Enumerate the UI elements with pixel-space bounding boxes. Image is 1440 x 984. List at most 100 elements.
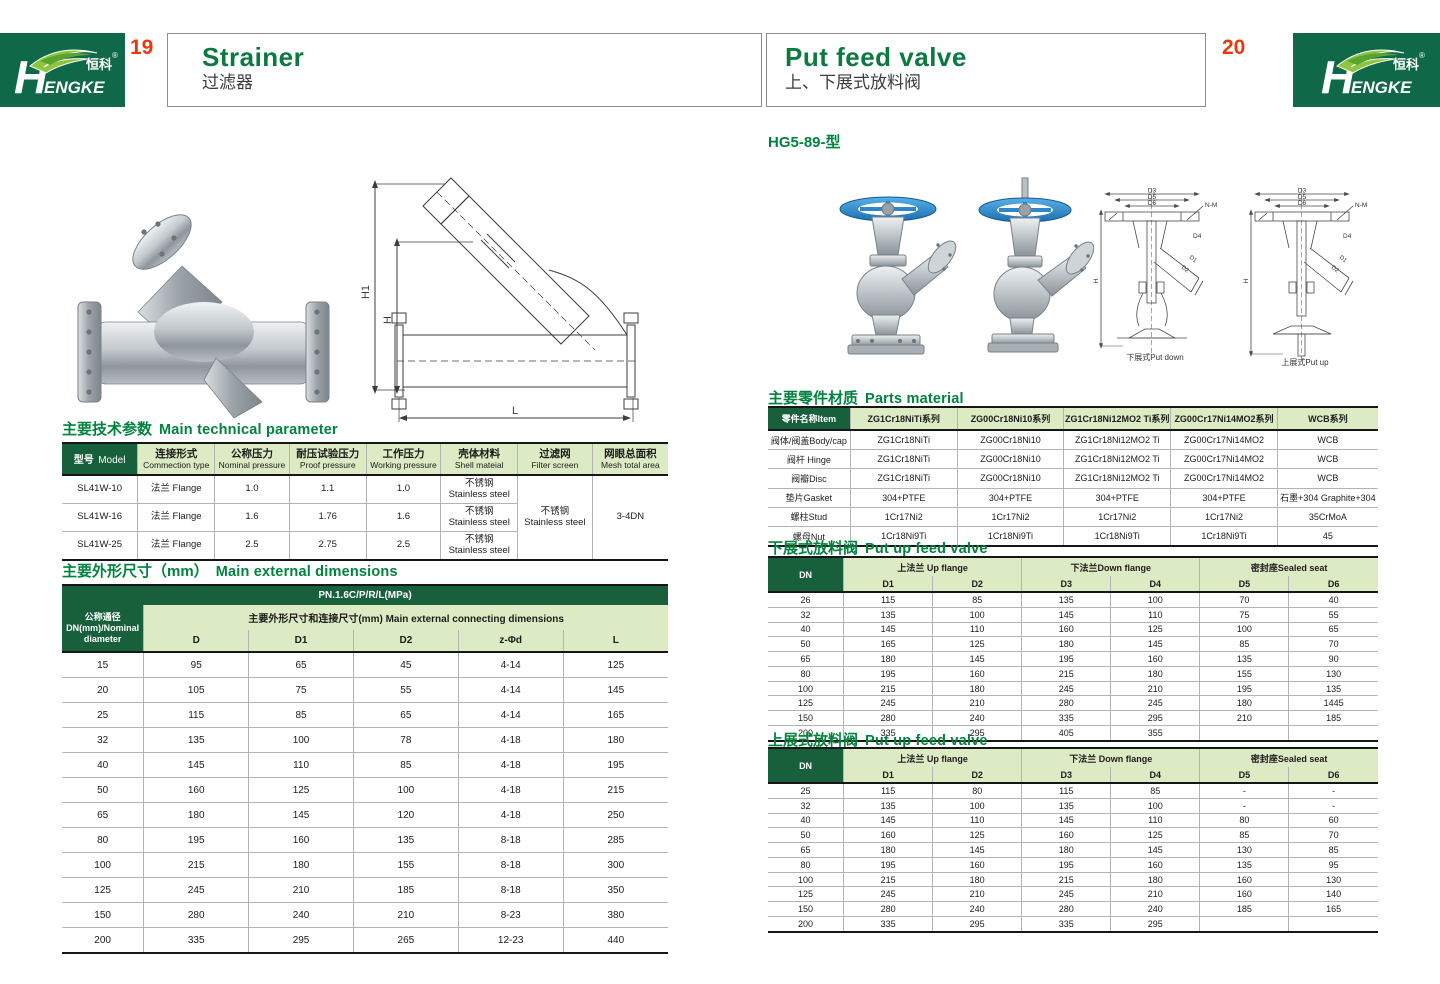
table-row: 阀体/阀盖Body/cap ZG1Cr18NiTi ZG00Cr18Ni10 ZG1C… (768, 429, 1378, 450)
table-cell: 335 (1021, 916, 1112, 932)
table-cell: 120 (352, 802, 459, 828)
table-cell: 210 (1110, 886, 1201, 902)
table-cell: 135 (1199, 651, 1290, 667)
table-cell: 1.1 (288, 474, 367, 504)
table-cell: 4-18 (457, 752, 564, 778)
table-cell: 26 (768, 591, 845, 608)
table-cell: 2.75 (288, 531, 367, 560)
table-cell: 210 (248, 877, 354, 903)
table-row: 阀瓣Disc ZG1Cr18NiTi ZG00Cr18Ni10 ZG1Cr18Ni12… (768, 468, 1378, 489)
table-cell: ZG00Cr18Ni10 (956, 468, 1065, 489)
table-cell: 135 (143, 727, 250, 753)
table-cell: 65 (768, 842, 845, 858)
table-cell: 1Cr17Ni2 (1170, 506, 1278, 527)
table-cell: 45 (1276, 525, 1378, 547)
brand-logo-right: H 恒科 ® ENGKE (1293, 33, 1440, 107)
table-cell: 160 (843, 827, 934, 843)
dim-cols-row: D D1 D2 z-Φd L (62, 630, 668, 652)
left-page-subtitle: 过滤器 (202, 73, 253, 92)
table-cell: 115 (1021, 782, 1112, 799)
parts-header-row: 零件名称Item ZG1Cr18NiTi系列 ZG00Cr18Ni10系列 ZG… (768, 407, 1378, 430)
strainer-drain-leg (203, 357, 263, 419)
table-cell: 65 (248, 651, 354, 678)
dim-group-row: 公称通径 DN(mm)/Nominal diameter 主要外形尺寸和连接尺寸… (62, 605, 668, 652)
table-cell: 350 (562, 877, 668, 903)
page-number-right: 20 (1222, 36, 1246, 59)
table-cell: 100 (768, 871, 845, 887)
down-title-en: Put up feed valve (865, 541, 988, 557)
down-cols-row: D1 D2 D3 D4 D5 D6 (768, 576, 1378, 592)
table-cell: 145 (1110, 636, 1201, 652)
table-cell: 阀杆 Hinge (768, 449, 851, 469)
table-cell: 135 (1021, 591, 1112, 608)
model-label: HG5-89-型 (768, 134, 841, 151)
valve-yoke (1009, 217, 1041, 257)
table-cell: 200 (768, 916, 845, 932)
table-cell: 100 (932, 606, 1023, 623)
table-cell: 215 (843, 871, 934, 887)
table-cell: 110 (248, 752, 354, 778)
table-cell: 195 (1021, 651, 1112, 667)
table-cell: 215 (562, 777, 668, 803)
table-cell: 185 (352, 877, 459, 903)
table-row: 40 145 110 145 110 80 60 (768, 812, 1378, 828)
dim-label-d2: D2 (1180, 265, 1190, 275)
table-cell: 80 (768, 665, 845, 682)
table-cell: 165 (1288, 901, 1378, 917)
table-cell: 50 (768, 827, 845, 843)
table-row: 50 165 125 180 145 85 70 (768, 636, 1378, 652)
table-cell: 78 (352, 727, 459, 753)
table-cell: 145 (932, 842, 1023, 858)
table-row: 80 195 160 135 8-18 285 (62, 827, 668, 853)
down-title-zh: 下展式放料阀 (768, 540, 859, 557)
table-cell: 115 (843, 782, 934, 799)
table-cell: 210 (1110, 680, 1201, 696)
table-row: 100 215 180 215 180 160 130 (768, 871, 1378, 887)
table-row: 200 335 295 335 295 (768, 916, 1378, 932)
table-cell: 245 (1021, 680, 1112, 696)
dim-label-d1: D1 (1188, 255, 1198, 265)
caption-put-up: 上展式Put up (1281, 357, 1329, 367)
table-cell: 125 (932, 827, 1023, 843)
table-cell: 55 (1288, 606, 1378, 623)
table-cell: 180 (843, 651, 934, 667)
table-cell: 160 (143, 777, 250, 803)
table-cell: 石墨+304 Graphite+304 (1276, 487, 1378, 508)
dim-label-nm: N-M (1205, 202, 1217, 209)
table-cell: 160 (932, 856, 1023, 873)
logo-reg: ® (112, 51, 118, 60)
table-cell: ZG1Cr18NiTi (849, 429, 958, 450)
table-cell (1199, 916, 1290, 932)
table-cell: 125 (768, 695, 845, 711)
logo-en: ENGKE (44, 78, 105, 97)
table-cell: 70 (1199, 591, 1290, 608)
table-cell: 304+PTFE (1170, 487, 1278, 508)
table-cell: 8-18 (457, 852, 564, 878)
dim-label-h1: H1 (360, 285, 372, 299)
up-group-row: DN 上法兰 Up flange 下法兰 Down flange 密封座Seal… (768, 748, 1378, 783)
table-row: 26 115 85 135 100 70 40 (768, 591, 1378, 608)
dim-label-nm: N-M (1355, 202, 1367, 209)
table-cell: 150 (62, 902, 145, 928)
table-cell: ZG00Cr18Ni10 (956, 429, 1065, 450)
table-cell: 180 (932, 680, 1023, 696)
table-cell: 130 (1199, 842, 1290, 858)
table-cell: 法兰 Flange (137, 531, 216, 560)
table-cell: 65 (1288, 621, 1378, 637)
table-cell: 125 (62, 877, 145, 903)
logo-zh: 恒科 (1393, 57, 1419, 72)
table-cell: 不锈钢 Stainless steel (440, 474, 519, 504)
tech-table-title: 主要技术参数 Main technical parameter (62, 418, 338, 439)
table-cell: 195 (1199, 680, 1290, 696)
strainer-photo (66, 180, 342, 433)
tech-header-row: 型号 Model 连接形式 Commection type 公称压力 Nominal… (62, 443, 668, 475)
table-row: 150 280 240 210 8-23 380 (62, 902, 668, 928)
table-cell: 35CrMoA (1276, 506, 1378, 527)
parts-material-table: 零件名称Item ZG1Cr18NiTi系列 ZG00Cr18Ni10系列 ZG… (768, 406, 1378, 548)
table-cell: 155 (1199, 665, 1290, 682)
dim-label-l: L (512, 405, 518, 417)
table-cell: 210 (932, 886, 1023, 902)
table-cell: ZG00Cr17Ni14MO2 (1170, 429, 1278, 450)
dim-label-h: H (382, 316, 394, 324)
table-row: 螺母Nut 1Cr18Ni9Ti 1Cr18Ni9Ti 1Cr18Ni9Ti 1Cr18… (768, 525, 1378, 547)
